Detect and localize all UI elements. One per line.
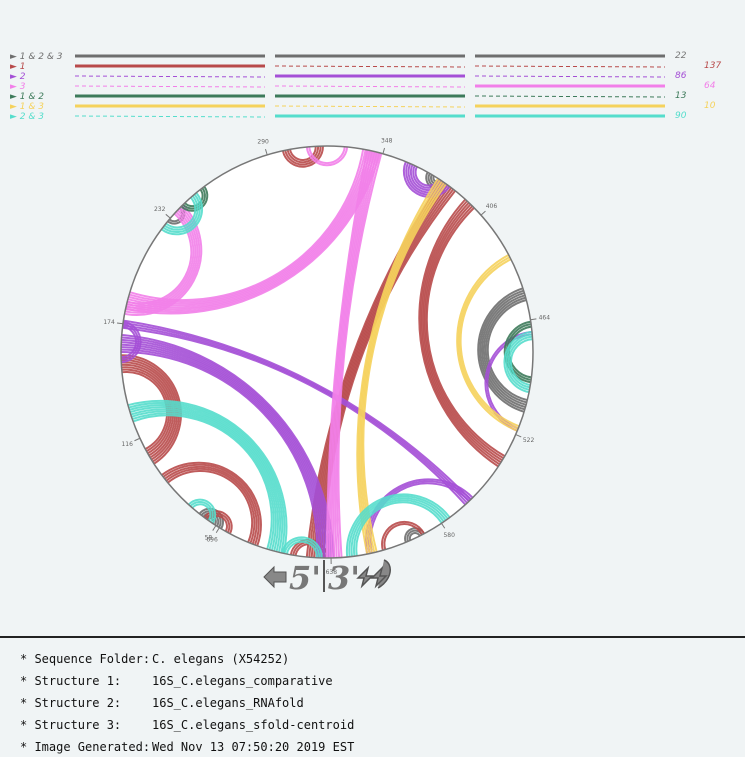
legend-count: 137 bbox=[704, 61, 721, 71]
tick-mark bbox=[134, 438, 139, 441]
legend-label[interactable]: ► 2 & 3 bbox=[10, 112, 44, 122]
tick-mark bbox=[383, 148, 385, 154]
tick-label: 348 bbox=[381, 137, 393, 144]
left-arrow-icon bbox=[264, 567, 286, 587]
tick-mark bbox=[166, 214, 171, 218]
tick-mark bbox=[441, 523, 444, 528]
tick-mark bbox=[481, 211, 485, 215]
legend-line bbox=[475, 76, 665, 77]
tick-label: 522 bbox=[523, 437, 535, 444]
tick-label: 406 bbox=[486, 203, 498, 210]
info-row: * Image Generated:Wed Nov 13 07:50:20 20… bbox=[20, 740, 354, 754]
three-prime-label: 3' bbox=[328, 559, 360, 597]
five-prime-label: 5' bbox=[289, 559, 321, 597]
legend-label[interactable]: ► 1 & 3 bbox=[10, 102, 44, 112]
tick-label: 290 bbox=[257, 138, 269, 145]
legend-line bbox=[75, 86, 265, 87]
legend-line bbox=[475, 66, 665, 67]
info-value: 16S_C.elegans_RNAfold bbox=[152, 696, 304, 710]
info-key: * Structure 2: bbox=[20, 696, 152, 710]
legend-line bbox=[275, 86, 465, 87]
legend-count: 13 bbox=[675, 91, 687, 101]
info-key: * Sequence Folder: bbox=[20, 652, 152, 666]
legend: ► 1 & 2 & 3 22 ► 1 137 ► 2 86 ► 3 64 ► 1 & 2 13 ► … bbox=[10, 51, 721, 122]
info-row: * Sequence Folder:C. elegans (X54252) bbox=[20, 652, 289, 666]
legend-label[interactable]: ► 3 bbox=[10, 82, 26, 92]
tick-mark bbox=[117, 323, 123, 324]
orientation-mark: 5' 3' bbox=[264, 559, 390, 597]
tick-label: 232 bbox=[154, 206, 166, 213]
tick-mark bbox=[216, 528, 219, 533]
tick-mark bbox=[516, 435, 521, 437]
legend-label[interactable]: ► 1 & 2 & 3 bbox=[10, 52, 63, 62]
info-panel: * Sequence Folder:C. elegans (X54252)* S… bbox=[0, 636, 745, 757]
info-key: * Image Generated: bbox=[20, 740, 152, 754]
tick-label: 464 bbox=[539, 315, 551, 322]
info-row: * Structure 3:16S_C.elegans_sfold-centro… bbox=[20, 718, 354, 732]
info-row: * Structure 2:16S_C.elegans_RNAfold bbox=[20, 696, 304, 710]
info-value: Wed Nov 13 07:50:20 2019 EST bbox=[152, 740, 354, 754]
legend-count: 90 bbox=[675, 111, 687, 121]
legend-line bbox=[75, 76, 265, 77]
arc-diagram: ► 1 & 2 & 3 22 ► 1 137 ► 2 86 ► 3 64 ► 1 & 2 13 ► … bbox=[0, 0, 745, 630]
legend-count: 10 bbox=[704, 101, 716, 111]
return-arrow-icon bbox=[358, 560, 390, 588]
legend-count: 86 bbox=[675, 71, 687, 81]
legend-label[interactable]: ► 1 bbox=[10, 62, 26, 72]
info-value: C. elegans (X54252) bbox=[152, 652, 289, 666]
tick-mark bbox=[265, 149, 267, 155]
info-value: 16S_C.elegans_comparative bbox=[152, 674, 333, 688]
legend-count: 64 bbox=[704, 81, 716, 91]
legend-line bbox=[475, 96, 665, 97]
tick-mark bbox=[530, 319, 536, 320]
info-key: * Structure 3: bbox=[20, 718, 152, 732]
tick-label: 116 bbox=[121, 441, 133, 448]
legend-line bbox=[275, 106, 465, 107]
legend-line bbox=[275, 66, 465, 67]
info-key: * Structure 1: bbox=[20, 674, 152, 688]
legend-line bbox=[75, 116, 265, 117]
info-row: * Structure 1:16S_C.elegans_comparative bbox=[20, 674, 333, 688]
legend-label[interactable]: ► 1 & 2 bbox=[10, 92, 44, 102]
tick-label: 580 bbox=[443, 532, 455, 539]
info-value: 16S_C.elegans_sfold-centroid bbox=[152, 718, 354, 732]
tick-label: 174 bbox=[103, 319, 115, 326]
legend-label[interactable]: ► 2 bbox=[10, 72, 26, 82]
tick-mark bbox=[213, 525, 216, 530]
legend-count: 22 bbox=[675, 51, 687, 61]
tick-label: 696 bbox=[206, 537, 218, 544]
